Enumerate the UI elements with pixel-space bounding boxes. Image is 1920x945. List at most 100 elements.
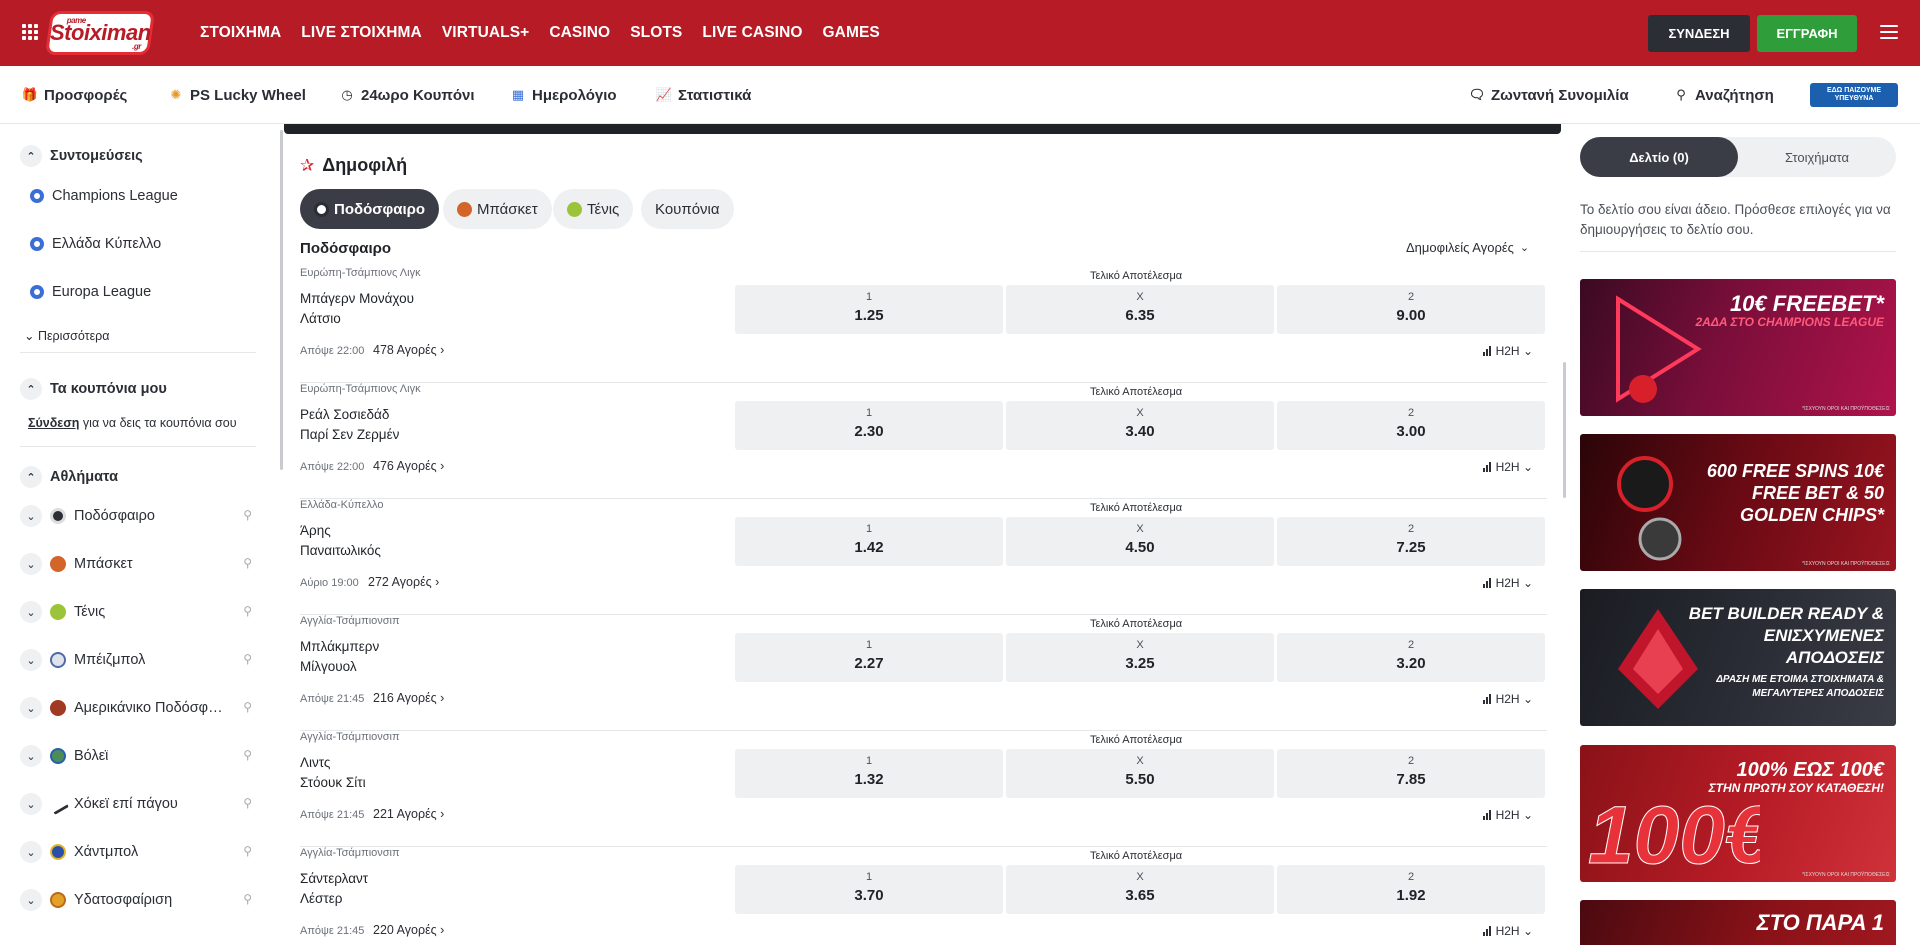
- pin-icon[interactable]: ⚲: [243, 844, 252, 858]
- odd-button-away[interactable]: 2 7.25: [1277, 517, 1545, 566]
- odd-button-home[interactable]: 1 2.27: [735, 633, 1003, 682]
- odd-button-draw[interactable]: X 3.65: [1006, 865, 1274, 914]
- h2h-button[interactable]: H2H ⌄: [1482, 924, 1533, 938]
- offers-link[interactable]: 🎁 Προσφορές: [22, 66, 127, 124]
- tab-coupons[interactable]: Κουπόνια: [641, 189, 734, 229]
- sport-name[interactable]: Χάντμπολ: [74, 844, 139, 860]
- calendar-link[interactable]: ▦ Ημερολόγιο: [510, 66, 617, 124]
- chevron-down-icon[interactable]: ⌄: [20, 793, 42, 815]
- promo-banner-freebet[interactable]: 10€ FREEBET* 2ΑΔΑ ΣΤΟ CHAMPIONS LEAGUE *…: [1580, 279, 1896, 416]
- tab-betslip[interactable]: Δελτίο (0): [1580, 137, 1738, 177]
- home-team[interactable]: Σάντερλαντ: [300, 871, 369, 886]
- my-coupons-header[interactable]: ⌃ Τα κουπόνια μου: [20, 378, 167, 400]
- markets-count-link[interactable]: 216 Αγορές ›: [373, 691, 444, 705]
- odd-button-home[interactable]: 1 1.32: [735, 749, 1003, 798]
- odd-button-home[interactable]: 1 3.70: [735, 865, 1003, 914]
- shortcut-champions-league[interactable]: Champions League: [30, 188, 178, 204]
- markets-count-link[interactable]: 221 Αγορές ›: [373, 807, 444, 821]
- main-scrollbar[interactable]: [1563, 362, 1566, 498]
- sport-name[interactable]: Χόκεϊ επί πάγου: [74, 796, 178, 812]
- sport-name[interactable]: Τένις: [74, 604, 106, 620]
- responsible-gaming-badge[interactable]: ΕΔΩ ΠΑΙΖΟΥΜΕ ΥΠΕΥΘΥΝΑ: [1810, 83, 1898, 107]
- shortcuts-header[interactable]: ⌃ Συντομεύσεις: [20, 145, 143, 167]
- odd-button-away[interactable]: 2 7.85: [1277, 749, 1545, 798]
- promo-banner-bet-builder[interactable]: BET BUILDER READY & ΕΝΙΣΧΥΜΕΝΕΣ ΑΠΟΔΟΣΕΙ…: [1580, 589, 1896, 726]
- chevron-down-icon[interactable]: ⌄: [20, 745, 42, 767]
- odd-button-home[interactable]: 1 1.25: [735, 285, 1003, 334]
- pin-icon[interactable]: ⚲: [243, 604, 252, 618]
- tab-basketball[interactable]: Μπάσκετ: [443, 189, 552, 229]
- away-team[interactable]: Στόουκ Σίτι: [300, 775, 366, 790]
- h2h-button[interactable]: H2H ⌄: [1482, 576, 1533, 590]
- stats-link[interactable]: 📈 Στατιστικά: [656, 66, 751, 124]
- home-team[interactable]: Άρης: [300, 523, 331, 538]
- odd-button-away[interactable]: 2 9.00: [1277, 285, 1545, 334]
- pin-icon[interactable]: ⚲: [243, 700, 252, 714]
- nav-sports[interactable]: ΣΤΟΙΧΗΜΑ: [200, 24, 282, 41]
- promo-banner-para1[interactable]: ΣΤΟ ΠΑΡΑ 1: [1580, 900, 1896, 945]
- odd-button-away[interactable]: 2 1.92: [1277, 865, 1545, 914]
- chevron-down-icon[interactable]: ⌄: [20, 697, 42, 719]
- home-team[interactable]: Μπάγερν Μονάχου: [300, 291, 415, 306]
- pin-icon[interactable]: ⚲: [243, 508, 252, 522]
- markets-count-link[interactable]: 478 Αγορές ›: [373, 343, 444, 357]
- sport-name[interactable]: Βόλεϊ: [74, 748, 109, 764]
- chevron-down-icon[interactable]: ⌄: [20, 601, 42, 623]
- pin-icon[interactable]: ⚲: [243, 892, 252, 906]
- odd-button-draw[interactable]: X 6.35: [1006, 285, 1274, 334]
- shortcut-europa-league[interactable]: Europa League: [30, 284, 151, 300]
- h2h-button[interactable]: H2H ⌄: [1482, 808, 1533, 822]
- home-team[interactable]: Ρεάλ Σοσιεδάδ: [300, 407, 390, 422]
- away-team[interactable]: Λέστερ: [300, 891, 343, 906]
- nav-live-betting[interactable]: LIVE ΣΤΟΙΧΗΜΑ: [301, 24, 422, 41]
- h2h-button[interactable]: H2H ⌄: [1482, 460, 1533, 474]
- hamburger-menu-icon[interactable]: [1880, 25, 1898, 41]
- more-shortcuts-button[interactable]: ⌄ Περισσότερα: [24, 328, 110, 343]
- coupons-login-link[interactable]: Σύνδεση: [28, 416, 80, 430]
- promo-banner-free-spins[interactable]: 600 FREE SPINS 10€ FREE BET & 50 GOLDEN …: [1580, 434, 1896, 571]
- sport-name[interactable]: Αμερικάνικο Ποδόσφαιρο: [74, 700, 224, 716]
- odd-button-home[interactable]: 1 2.30: [735, 401, 1003, 450]
- h2h-button[interactable]: H2H ⌄: [1482, 692, 1533, 706]
- sport-name[interactable]: Ποδόσφαιρο: [74, 508, 155, 524]
- pin-icon[interactable]: ⚲: [243, 556, 252, 570]
- pin-icon[interactable]: ⚲: [243, 652, 252, 666]
- home-team[interactable]: Λιντς: [300, 755, 331, 770]
- nav-virtuals[interactable]: VIRTUALS+: [441, 24, 530, 41]
- nav-games[interactable]: GAMES: [822, 24, 880, 41]
- tab-tennis[interactable]: Τένις: [553, 189, 634, 229]
- away-team[interactable]: Παρί Σεν Ζερμέν: [300, 427, 400, 442]
- away-team[interactable]: Παναιτωλικός: [300, 543, 381, 558]
- odd-button-draw[interactable]: X 3.40: [1006, 401, 1274, 450]
- markets-count-link[interactable]: 476 Αγορές ›: [373, 459, 444, 473]
- nav-casino[interactable]: CASINO: [549, 24, 611, 41]
- login-button[interactable]: ΣΥΝΔΕΣΗ: [1648, 15, 1750, 52]
- chevron-down-icon[interactable]: ⌄: [20, 505, 42, 527]
- tab-football[interactable]: Ποδόσφαιρο: [300, 189, 440, 229]
- chevron-down-icon[interactable]: ⌄: [20, 889, 42, 911]
- chevron-down-icon[interactable]: ⌄: [20, 841, 42, 863]
- sport-name[interactable]: Υδατοσφαίριση: [74, 892, 173, 908]
- tab-my-bets[interactable]: Στοιχήματα: [1784, 149, 1849, 165]
- odd-button-draw[interactable]: X 4.50: [1006, 517, 1274, 566]
- register-button[interactable]: ΕΓΓΡΑΦΗ: [1757, 15, 1857, 52]
- search-link[interactable]: ⚲ Αναζήτηση: [1673, 66, 1774, 124]
- pin-icon[interactable]: ⚲: [243, 796, 252, 810]
- nav-slots[interactable]: SLOTS: [630, 24, 683, 41]
- odd-button-away[interactable]: 2 3.00: [1277, 401, 1545, 450]
- chevron-down-icon[interactable]: ⌄: [20, 649, 42, 671]
- pin-icon[interactable]: ⚲: [243, 748, 252, 762]
- away-team[interactable]: Λάτσιο: [300, 311, 341, 326]
- odd-button-away[interactable]: 2 3.20: [1277, 633, 1545, 682]
- sports-header[interactable]: ⌃ Αθλήματα: [20, 466, 118, 488]
- odd-button-draw[interactable]: X 3.25: [1006, 633, 1274, 682]
- sidebar-scrollbar[interactable]: [280, 130, 283, 470]
- markets-count-link[interactable]: 272 Αγορές ›: [368, 575, 439, 589]
- promo-banner-first-deposit[interactable]: 100€ 100% ΕΩΣ 100€ ΣΤΗΝ ΠΡΩΤΗ ΣΟΥ ΚΑΤΑΘΕ…: [1580, 745, 1896, 882]
- coupon24-link[interactable]: ◷ 24ωρο Κουπόνι: [339, 66, 474, 124]
- stoiximan-logo[interactable]: pame Stoiximan .gr: [44, 11, 156, 55]
- odd-button-draw[interactable]: X 5.50: [1006, 749, 1274, 798]
- sport-name[interactable]: Μπέιζμπολ: [74, 652, 146, 668]
- odd-button-home[interactable]: 1 1.42: [735, 517, 1003, 566]
- chevron-down-icon[interactable]: ⌄: [20, 553, 42, 575]
